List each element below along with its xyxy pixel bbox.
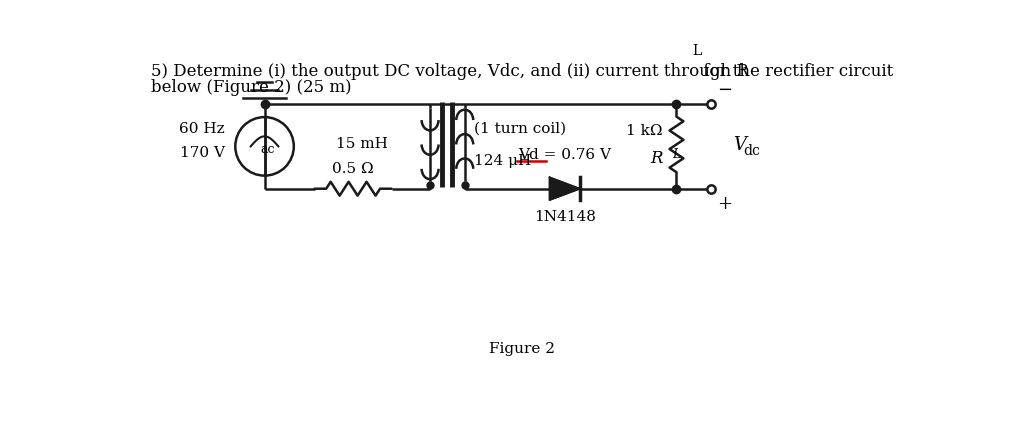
Text: (1 turn coil): (1 turn coil) (474, 121, 566, 135)
Text: 0.5 Ω: 0.5 Ω (332, 162, 374, 176)
Text: 124 μH: 124 μH (474, 153, 531, 167)
Text: 1N4148: 1N4148 (533, 210, 596, 224)
Text: V: V (733, 136, 746, 154)
Text: for the rectifier circuit: for the rectifier circuit (698, 63, 894, 80)
Text: −: − (718, 81, 732, 99)
Text: 1 kΩ: 1 kΩ (626, 123, 663, 137)
Text: 170 V: 170 V (179, 145, 225, 159)
Text: 15 mH: 15 mH (336, 137, 388, 151)
Text: +: + (718, 195, 732, 213)
Text: 60 Hz: 60 Hz (179, 123, 225, 137)
Text: 5) Determine (i) the output DC voltage, Vdc, and (ii) current through R: 5) Determine (i) the output DC voltage, … (152, 63, 749, 80)
Text: below (Figure 2) (25 m): below (Figure 2) (25 m) (152, 78, 352, 95)
Polygon shape (550, 177, 580, 200)
Text: dc: dc (743, 144, 760, 158)
Text: R: R (651, 150, 663, 167)
Text: Figure 2: Figure 2 (490, 342, 556, 356)
Text: Vd = 0.76 V: Vd = 0.76 V (518, 148, 612, 162)
Text: L: L (692, 44, 701, 58)
Text: ac: ac (261, 143, 275, 156)
Text: L: L (672, 148, 680, 162)
